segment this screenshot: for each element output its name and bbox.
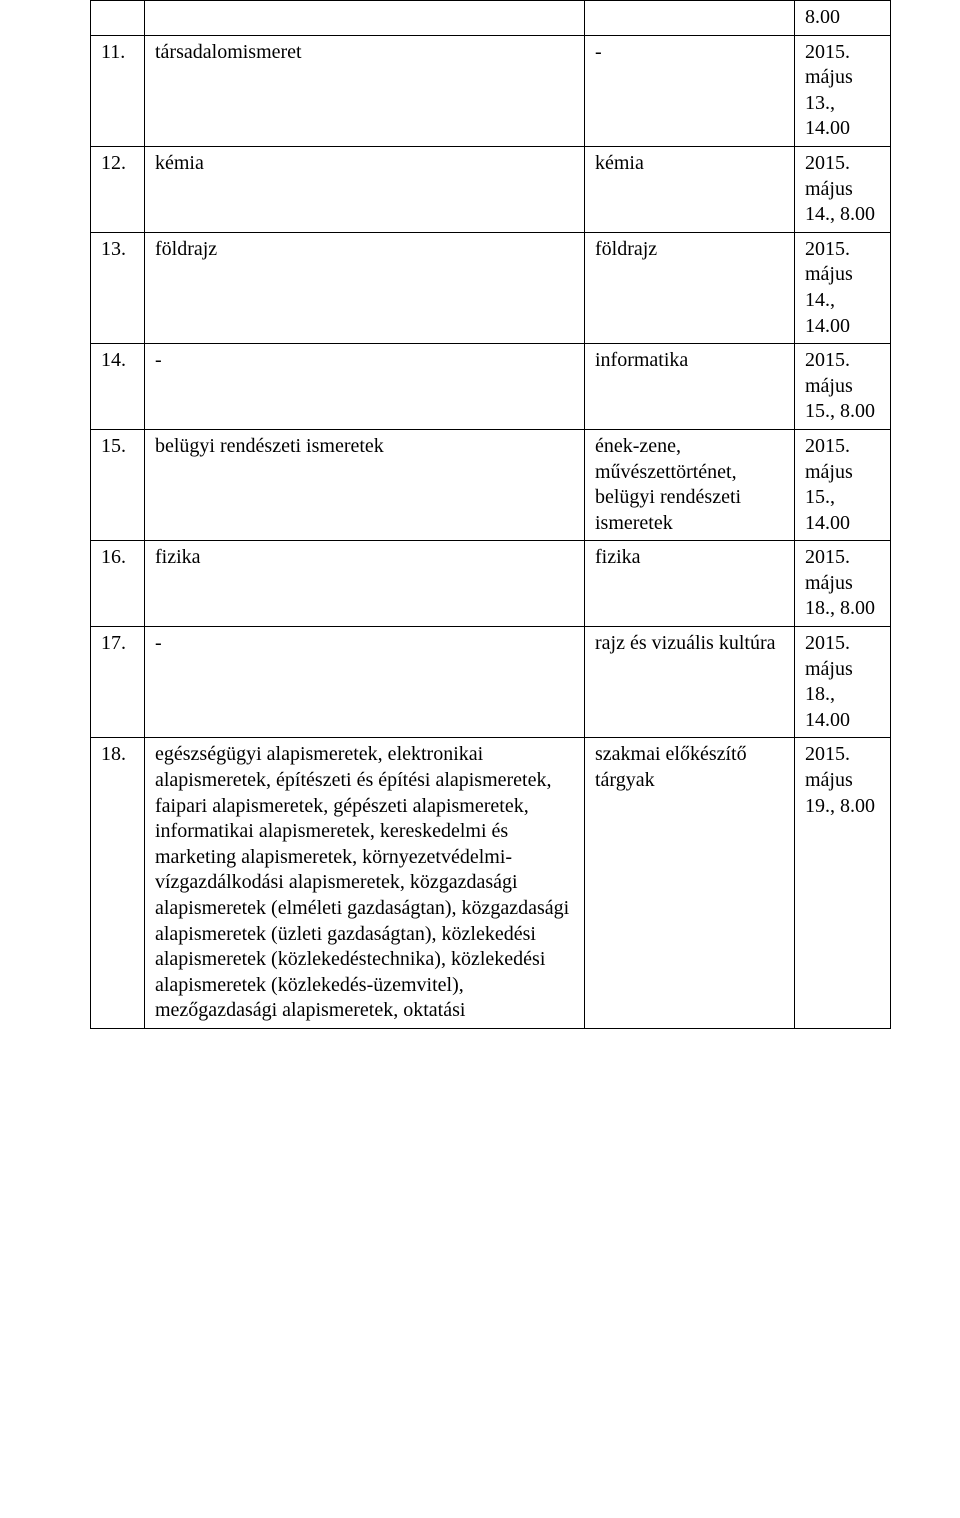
cell-col2: - — [145, 627, 585, 738]
cell-col4: 2015. május 14., 14.00 — [795, 232, 891, 343]
cell-col3: kémia — [585, 146, 795, 232]
cell-num: 15. — [91, 429, 145, 540]
cell-col4: 2015. május 14., 8.00 — [795, 146, 891, 232]
cell-col3: informatika — [585, 344, 795, 430]
cell-col4: 2015. május 19., 8.00 — [795, 738, 891, 1029]
cell-num: 11. — [91, 35, 145, 146]
cell-num: 18. — [91, 738, 145, 1029]
cell-col3: - — [585, 35, 795, 146]
cell-col2: társadalomismeret — [145, 35, 585, 146]
cell-col2 — [145, 1, 585, 36]
schedule-table: 8.00 11. társadalomismeret - 2015. május… — [90, 0, 891, 1029]
table-row: 11. társadalomismeret - 2015. május 13.,… — [91, 35, 891, 146]
cell-num — [91, 1, 145, 36]
cell-num: 13. — [91, 232, 145, 343]
cell-col2: belügyi rendészeti ismeretek — [145, 429, 585, 540]
cell-col2: egészségügyi alapismeretek, elektronikai… — [145, 738, 585, 1029]
cell-col3: szakmai előkészítő tárgyak — [585, 738, 795, 1029]
cell-col2: - — [145, 344, 585, 430]
cell-col4: 8.00 — [795, 1, 891, 36]
cell-num: 12. — [91, 146, 145, 232]
document-page: 8.00 11. társadalomismeret - 2015. május… — [0, 0, 960, 1029]
cell-col4: 2015. május 18., 14.00 — [795, 627, 891, 738]
table-row: 17. - rajz és vizuális kultúra 2015. máj… — [91, 627, 891, 738]
cell-num: 14. — [91, 344, 145, 430]
cell-num: 17. — [91, 627, 145, 738]
table-row: 8.00 — [91, 1, 891, 36]
cell-col3: rajz és vizuális kultúra — [585, 627, 795, 738]
cell-col2: földrajz — [145, 232, 585, 343]
cell-col4: 2015. május 15., 8.00 — [795, 344, 891, 430]
cell-col4: 2015. május 15., 14.00 — [795, 429, 891, 540]
table-row: 12. kémia kémia 2015. május 14., 8.00 — [91, 146, 891, 232]
cell-col3 — [585, 1, 795, 36]
cell-col2: kémia — [145, 146, 585, 232]
table-row: 15. belügyi rendészeti ismeretek ének-ze… — [91, 429, 891, 540]
table-row: 16. fizika fizika 2015. május 18., 8.00 — [91, 541, 891, 627]
cell-col3: fizika — [585, 541, 795, 627]
cell-col3: földrajz — [585, 232, 795, 343]
cell-col3: ének-zene, művészettörténet, belügyi ren… — [585, 429, 795, 540]
cell-col4: 2015. május 13., 14.00 — [795, 35, 891, 146]
table-row: 14. - informatika 2015. május 15., 8.00 — [91, 344, 891, 430]
cell-num: 16. — [91, 541, 145, 627]
table-body: 8.00 11. társadalomismeret - 2015. május… — [91, 1, 891, 1029]
table-row: 13. földrajz földrajz 2015. május 14., 1… — [91, 232, 891, 343]
cell-col2: fizika — [145, 541, 585, 627]
cell-col4: 2015. május 18., 8.00 — [795, 541, 891, 627]
table-row: 18. egészségügyi alapismeretek, elektron… — [91, 738, 891, 1029]
